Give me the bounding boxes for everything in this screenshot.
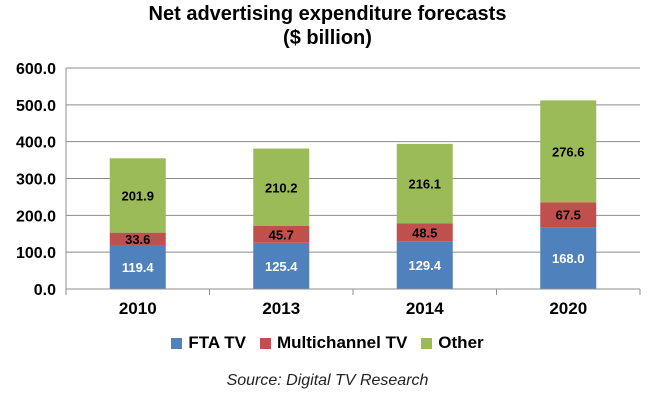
legend-item-fta-tv: FTA TV <box>171 333 246 353</box>
y-tick-label: 400.0 <box>16 135 56 152</box>
bar-segment <box>253 225 310 243</box>
data-label: 67.5 <box>556 208 581 223</box>
data-label: 33.6 <box>125 232 150 247</box>
data-label: 119.4 <box>122 260 155 275</box>
bar-segment <box>540 100 597 203</box>
legend-label-fta-tv: FTA TV <box>188 333 246 352</box>
data-label: 125.4 <box>265 259 298 274</box>
legend-label-other: Other <box>438 333 484 352</box>
y-tick-label: 0.0 <box>34 282 56 299</box>
y-tick-label: 100.0 <box>16 245 56 262</box>
bar-segment <box>253 242 310 289</box>
bar-segment <box>396 241 453 289</box>
legend-item-other: Other <box>421 333 484 353</box>
x-tick-label: 2020 <box>549 299 587 318</box>
data-label: 210.2 <box>265 180 298 195</box>
x-tick-label: 2010 <box>119 299 157 318</box>
bar-segment <box>253 148 310 226</box>
data-label: 48.5 <box>412 225 437 240</box>
y-tick-label: 300.0 <box>16 172 56 189</box>
x-tick-label: 2014 <box>406 299 444 318</box>
bar-segment <box>540 227 597 289</box>
data-label: 201.9 <box>121 188 154 203</box>
chart-plot: 0.0 100.0 200.0 300.0 400.0 500.0 600.0 119.4 33… <box>16 61 641 318</box>
y-tick-label: 200.0 <box>16 208 56 225</box>
bar-segment <box>109 232 166 246</box>
legend: FTA TV Multichannel TV Other <box>0 333 655 353</box>
legend-label-multichannel-tv: Multichannel TV <box>276 333 408 352</box>
y-tick-label: 600.0 <box>16 61 56 78</box>
data-label: 168.0 <box>552 251 585 266</box>
chart-title: Net advertising expenditure forecasts <box>148 3 507 25</box>
source-note: Source: Digital TV Research <box>226 372 429 389</box>
chart-subtitle: ($ billion) <box>283 27 372 49</box>
legend-swatch-multichannel-tv <box>259 337 271 349</box>
legend-swatch-fta-tv <box>171 337 183 349</box>
bar-segment <box>540 202 597 228</box>
data-label: 45.7 <box>269 227 294 242</box>
data-label: 129.4 <box>408 258 441 273</box>
legend-swatch-other <box>421 337 433 349</box>
data-label: 276.6 <box>552 144 585 159</box>
bar-segment <box>109 158 166 233</box>
data-label: 216.1 <box>408 177 441 192</box>
bar-segment <box>396 223 453 242</box>
bar-segment <box>109 245 166 289</box>
y-tick-label: 500.0 <box>16 98 56 115</box>
legend-item-multichannel-tv: Multichannel TV <box>259 333 408 353</box>
bar-segment <box>396 143 453 224</box>
x-tick-label: 2013 <box>262 299 300 318</box>
